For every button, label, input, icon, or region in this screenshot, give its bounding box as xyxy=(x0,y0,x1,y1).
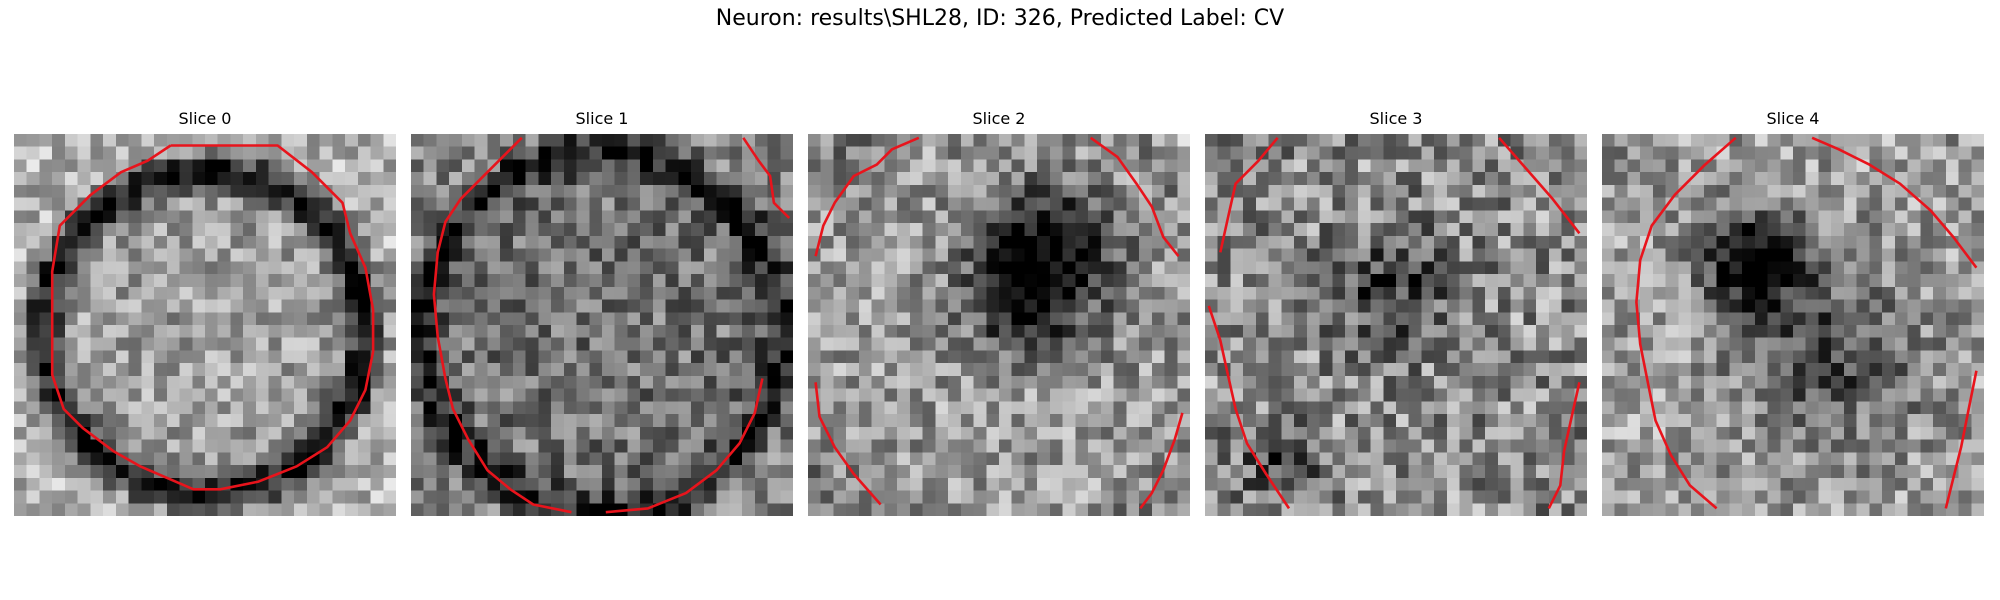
slice-image-3 xyxy=(1205,134,1587,516)
microscopy-image xyxy=(1205,134,1587,516)
microscopy-image xyxy=(808,134,1190,516)
contour-segment-0 xyxy=(1635,136,1737,510)
contour-segment-1 xyxy=(1089,136,1180,258)
contour-segment-0 xyxy=(1219,136,1279,253)
roi-contour-overlay xyxy=(432,136,791,514)
slice-image-0 xyxy=(14,134,396,516)
contour-segment-0 xyxy=(814,136,920,257)
contour-segment-2 xyxy=(814,382,882,506)
contour-segment-0 xyxy=(432,136,572,514)
slice-image-4 xyxy=(1602,134,1984,516)
slice-image-1 xyxy=(411,134,793,516)
contour-segment-1 xyxy=(1811,136,1978,269)
slice-title: Slice 0 xyxy=(178,109,232,128)
roi-contour-overlay xyxy=(50,144,375,491)
contour-segment-2 xyxy=(742,137,791,219)
microscopy-image xyxy=(14,134,396,516)
contour-segment-1 xyxy=(605,378,764,514)
figure-title: Neuron: results\SHL28, ID: 326, Predicte… xyxy=(715,6,1285,31)
contour-segment-2 xyxy=(1207,305,1291,510)
microscopy-image xyxy=(1602,134,1984,516)
slice-image-2 xyxy=(808,134,1190,516)
contour-segment-1 xyxy=(1498,136,1581,235)
contour-segment-0 xyxy=(50,144,375,491)
slice-title: Slice 4 xyxy=(1766,109,1820,128)
contour-segment-3 xyxy=(1139,412,1184,510)
slice-title: Slice 2 xyxy=(972,109,1026,128)
microscopy-image xyxy=(411,134,793,516)
roi-contour-overlay xyxy=(1635,136,1978,510)
contour-segment-3 xyxy=(1547,382,1581,509)
slice-title: Slice 1 xyxy=(575,109,629,128)
slice-title: Slice 3 xyxy=(1369,109,1423,128)
roi-contour-overlay xyxy=(1207,136,1581,510)
roi-contour-overlay xyxy=(814,136,1184,510)
contour-segment-2 xyxy=(1944,370,1978,509)
